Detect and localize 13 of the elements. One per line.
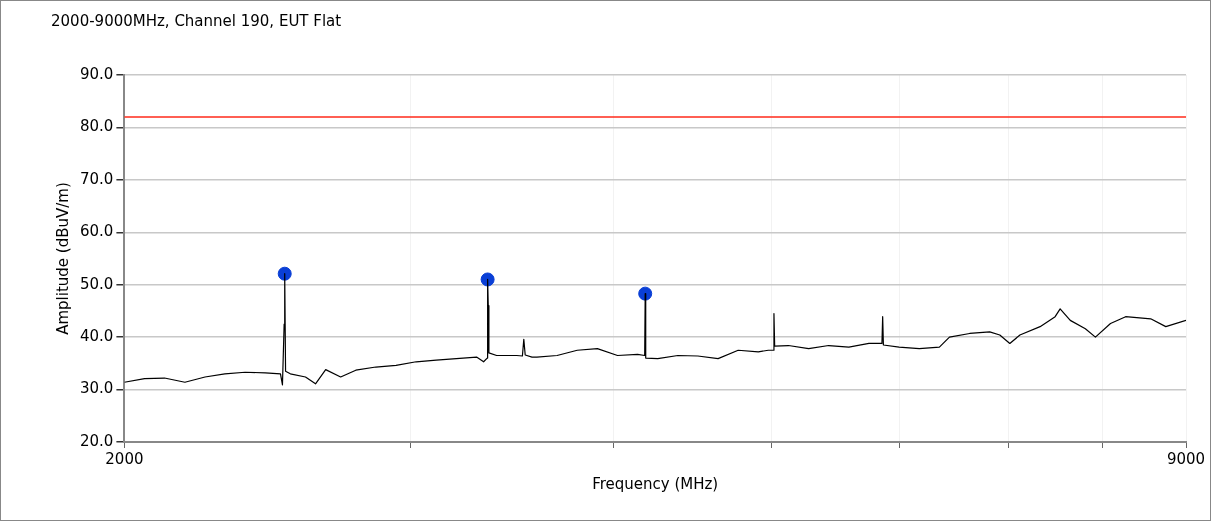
y-tick-label: 90.0 <box>79 64 114 83</box>
x-tick-label: 2000 <box>105 449 144 468</box>
chart-title: 2000-9000MHz, Channel 190, EUT Flat <box>51 11 342 30</box>
y-tick-label: 70.0 <box>79 169 114 188</box>
y-axis-title: Amplitude (dBuV/m) <box>53 182 72 335</box>
x-tick-label: 9000 <box>1166 449 1206 468</box>
y-tick-label: 20.0 <box>79 431 114 450</box>
y-tick-label: 80.0 <box>79 117 114 136</box>
y-tick-label: 30.0 <box>79 379 114 398</box>
x-axis-title: Frequency (MHz) <box>592 474 719 493</box>
y-tick-label: 50.0 <box>79 274 114 293</box>
y-tick-label: 40.0 <box>79 327 114 346</box>
y-tick-label: 60.0 <box>79 222 114 241</box>
